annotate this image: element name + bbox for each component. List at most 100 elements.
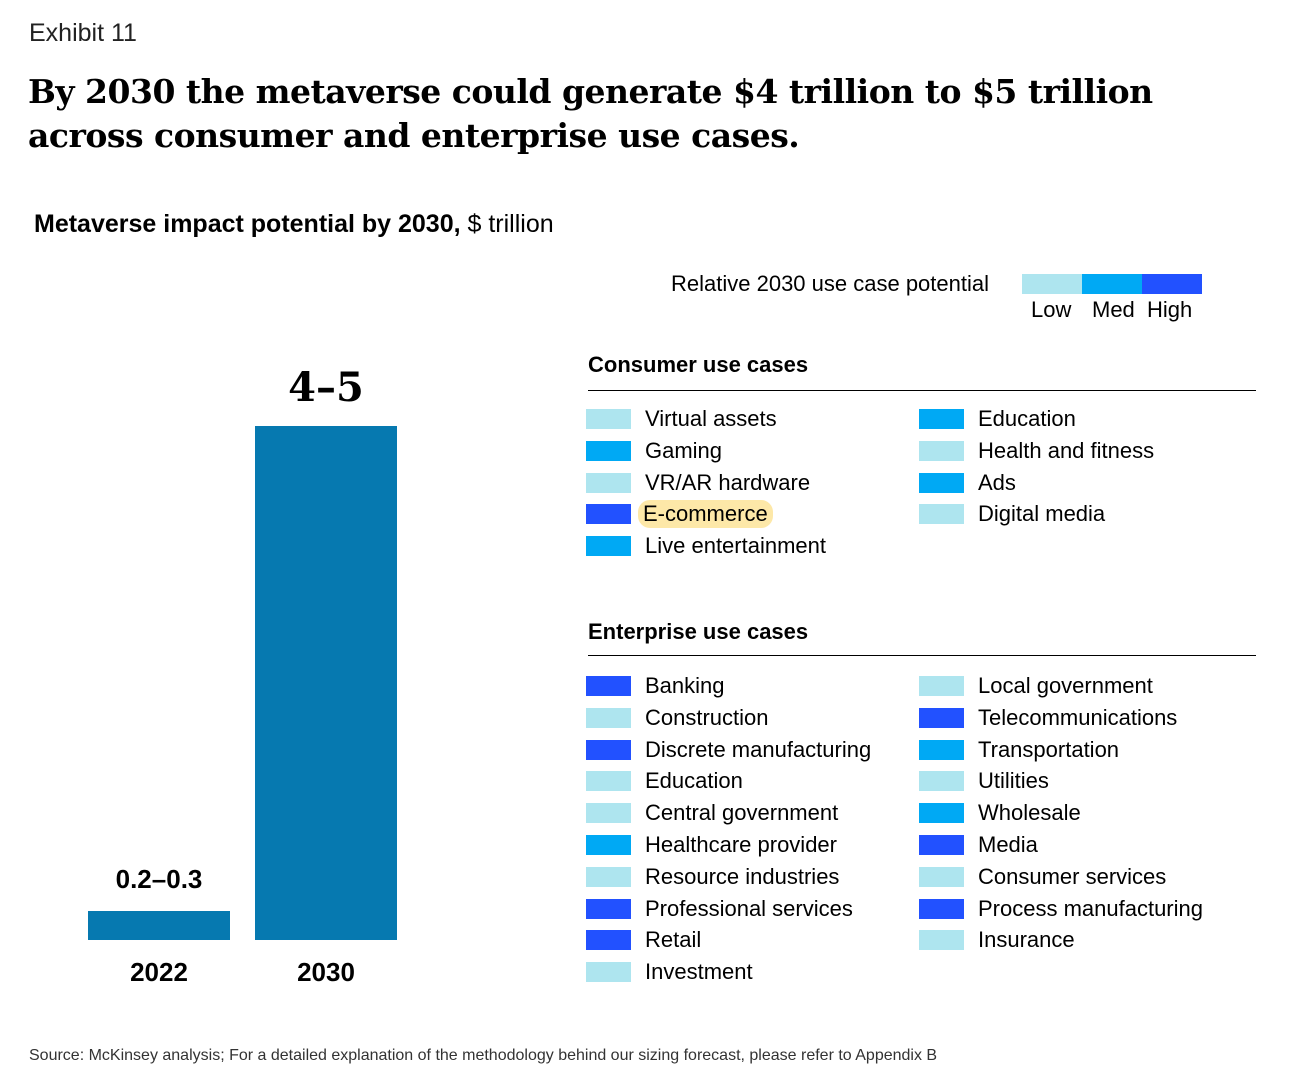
subtitle-main: Metaverse impact potential by 2030, [34, 210, 461, 238]
consumer-divider [588, 390, 1256, 391]
potential-swatch-med [919, 472, 964, 493]
enterprise-use-case: Retail [586, 927, 703, 953]
use-case-label: Digital media [978, 501, 1106, 527]
potential-swatch-high [586, 930, 631, 951]
potential-swatch-low [586, 962, 631, 983]
enterprise-use-case: Discrete manufacturing [586, 736, 873, 762]
use-case-label: Consumer services [978, 863, 1167, 889]
potential-swatch-low [919, 440, 964, 461]
enterprise-use-case: Telecommunications [919, 704, 1179, 730]
use-case-label: Discrete manufacturing [645, 736, 872, 762]
source-note: Source: McKinsey analysis; For a detaile… [29, 1047, 938, 1064]
use-case-label: Resource industries [645, 863, 840, 889]
enterprise-heading: Enterprise use cases [588, 619, 809, 644]
bar-2030 [255, 426, 397, 940]
use-case-label: Insurance [978, 927, 1075, 953]
enterprise-use-case: Resource industries [586, 863, 841, 889]
consumer-use-case: Education [919, 406, 1078, 431]
use-case-label: Gaming [645, 437, 723, 463]
potential-swatch-high [586, 739, 631, 760]
bar-2022 [88, 911, 230, 940]
potential-swatch-high [586, 504, 631, 525]
use-case-label: Health and fitness [978, 437, 1155, 463]
consumer-use-case: VR/AR hardware [586, 470, 812, 495]
enterprise-use-case: Investment [586, 959, 755, 985]
scale-swatch-high [1142, 274, 1202, 294]
scale-label: Med [1092, 297, 1135, 322]
use-case-label: Utilities [978, 768, 1049, 794]
enterprise-use-case: Utilities [919, 768, 1051, 794]
bar-value-label: 0.2–0.3 [115, 864, 203, 895]
potential-swatch-med [919, 739, 964, 760]
enterprise-use-case: Education [586, 768, 745, 794]
consumer-heading: Consumer use cases [588, 352, 809, 377]
x-tick-label: 2030 [297, 957, 355, 987]
chart-subtitle: Metaverse impact potential by 2030, $ tr… [34, 210, 554, 239]
consumer-use-case: Virtual assets [586, 406, 779, 431]
use-case-label: Central government [645, 800, 839, 826]
enterprise-use-case: Professional services [586, 895, 855, 921]
potential-swatch-low [919, 930, 964, 951]
use-case-label: Local government [978, 673, 1153, 698]
use-case-label: Live entertainment [645, 533, 826, 559]
subtitle-unit: $ trillion [460, 210, 554, 238]
use-case-label: Education [978, 406, 1076, 431]
enterprise-use-case: Local government [919, 673, 1155, 698]
use-case-label: Telecommunications [978, 704, 1178, 730]
exhibit-label: Exhibit 11 [29, 19, 137, 47]
use-case-label: Healthcare provider [645, 832, 837, 857]
potential-swatch-low [586, 472, 631, 493]
use-case-label: Banking [645, 673, 725, 698]
potential-swatch-med [919, 803, 964, 824]
potential-swatch-low [919, 676, 964, 696]
potential-swatch-low [919, 504, 964, 525]
potential-swatch-low [586, 409, 631, 429]
potential-swatch-high [586, 676, 631, 696]
enterprise-use-case: Process manufacturing [919, 895, 1205, 921]
use-case-label: Process manufacturing [978, 895, 1203, 921]
legend-title: Relative 2030 use case potential [671, 271, 989, 296]
consumer-use-case: Live entertainment [586, 533, 828, 559]
enterprise-use-case: Banking [586, 673, 727, 698]
bar-value-label: 4–5 [288, 364, 364, 411]
potential-swatch-med [586, 440, 631, 461]
consumer-use-case: Ads [919, 470, 1018, 495]
consumer-use-case: E-commerce [586, 500, 773, 529]
enterprise-use-case: Healthcare provider [586, 832, 839, 857]
scale-label: Low [1031, 297, 1072, 322]
enterprise-use-case: Consumer services [919, 863, 1168, 889]
use-case-label: Transportation [978, 736, 1120, 762]
enterprise-use-case: Wholesale [919, 800, 1083, 826]
chart-headline: By 2030 the metaverse could generate $4 … [28, 72, 1153, 155]
use-case-label: Virtual assets [645, 406, 777, 431]
potential-swatch-low [586, 866, 631, 887]
potential-swatch-low [919, 771, 964, 792]
potential-swatch-high [586, 898, 631, 919]
consumer-use-case: Gaming [586, 437, 724, 463]
potential-swatch-med [586, 835, 631, 855]
use-case-label: Construction [645, 704, 769, 730]
potential-swatch-low [586, 707, 631, 728]
potential-swatch-low [586, 771, 631, 792]
scale-swatch-med [1082, 274, 1142, 294]
use-case-label: Wholesale [978, 800, 1081, 826]
potential-swatch-high [919, 898, 964, 919]
potential-swatch-med [919, 409, 964, 429]
enterprise-divider [588, 655, 1256, 656]
consumer-use-case: Digital media [919, 501, 1107, 527]
scale-label: High [1147, 297, 1193, 322]
potential-swatch-high [919, 707, 964, 728]
potential-swatch-med [586, 536, 631, 557]
enterprise-use-case: Transportation [919, 736, 1121, 762]
enterprise-use-case: Central government [586, 800, 840, 826]
scale-swatch-low [1022, 274, 1082, 294]
use-case-label: Media [978, 832, 1038, 857]
use-case-label: Professional services [645, 895, 853, 921]
use-case-label: Education [645, 768, 743, 794]
potential-swatch-low [919, 866, 964, 887]
enterprise-use-case: Media [919, 832, 1040, 857]
consumer-use-case: Health and fitness [919, 437, 1156, 463]
use-case-label: Investment [645, 959, 753, 985]
potential-swatch-low [586, 803, 631, 824]
use-case-label: Retail [645, 927, 702, 953]
